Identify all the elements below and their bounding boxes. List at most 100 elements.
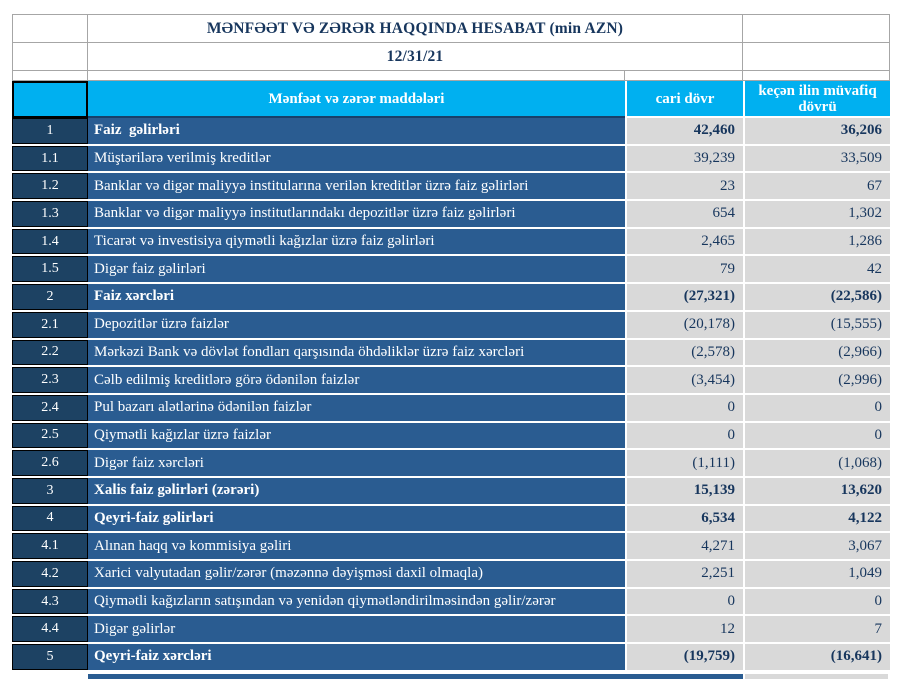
row-label-cell: Müştərilərə verilmiş kreditlər [88,145,625,172]
column-header-current-period: cari dövr [625,81,743,118]
row-number-cell: 1.5 [12,256,88,283]
row-number-cell: 4.2 [12,561,88,587]
row-number-cell: 4.4 [12,616,88,643]
table-row: 4.2 Xarici valyutadan gəlir/zərər (məzən… [12,561,890,589]
row-label-cell: Digər gəlirlər [88,616,625,643]
row-number-cell: 1.1 [12,145,88,172]
row-previous-value-cell: 1,049 [743,561,890,587]
row-previous-value-cell: 33,509 [743,145,890,172]
row-label-cell: Qeyri-faiz xərcləri [88,644,625,670]
title-row: MƏNFƏƏT VƏ ZƏRƏR HAQQINDA HESABAT (min A… [12,14,890,43]
table-row: 4 Qeyri-faiz gəlirləri 6,534 4,122 [12,505,890,534]
report-date: 12/31/21 [386,47,444,65]
partial-next-row [12,672,890,679]
row-previous-value-cell: 7 [743,616,890,643]
row-previous-value-cell: 0 [743,588,890,615]
row-label-cell: Digər faiz xərcləri [88,450,625,476]
row-current-value-cell: (19,759) [625,644,743,670]
row-previous-value-cell: (22,586) [743,284,890,310]
row-previous-value-cell: 1,286 [743,228,890,255]
row-previous-value-cell: 3,067 [743,533,890,559]
empty-cell [88,71,625,81]
row-current-value-cell: 42,460 [625,118,743,144]
row-label-cell: Qeyri-faiz gəlirləri [88,505,625,532]
row-number-cell: 2 [12,284,88,310]
column-header-items: Mənfəət və zərər maddələri [88,81,625,118]
column-header-number [12,81,88,118]
row-label-cell: Pul bazarı alətlərinə ödənilən faizlər [88,394,625,421]
row-previous-value-cell: 0 [743,394,890,421]
row-current-value-cell: 15,139 [625,477,743,504]
row-current-value-cell: 79 [625,256,743,283]
empty-cell [743,43,890,71]
row-number-cell: 2.6 [12,450,88,476]
table-row: 2.6 Digər faiz xərcləri (1,111) (1,068) [12,450,890,478]
row-current-value-cell: (27,321) [625,284,743,310]
row-number-cell: 1.2 [12,173,88,200]
table-row: 2 Faiz xərcləri (27,321) (22,586) [12,284,890,312]
partial-row-value-cell [743,673,888,679]
table-row: 1.2 Banklar və digər maliyyə instituları… [12,173,890,202]
table-row: 4.3 Qiymətli kağızların satışından və ye… [12,588,890,617]
row-previous-value-cell: 4,122 [743,505,890,532]
row-number-cell: 2.1 [12,311,88,338]
row-number-cell: 5 [12,644,88,670]
row-number-cell: 2.3 [12,367,88,393]
table-row: 2.3 Cəlb edilmiş kreditlərə görə ödənilə… [12,367,890,395]
column-header-previous-period: keçən ilin müvafiq dövrü [743,81,890,118]
row-label-cell: Banklar və digər maliyyə institutlarında… [88,201,625,227]
row-previous-value-cell: (15,555) [743,311,890,338]
row-current-value-cell: 23 [625,173,743,200]
empty-cell [743,14,890,43]
partial-row-label-cell [88,673,743,679]
row-current-value-cell: 39,239 [625,145,743,172]
row-number-cell: 1 [12,118,88,144]
row-current-value-cell: 12 [625,616,743,643]
row-label-cell: Mərkəzi Bank və dövlət fondları qarşısın… [88,339,625,366]
row-current-value-cell: (1,111) [625,450,743,476]
row-number-cell: 2.2 [12,339,88,366]
table-row: 2.1 Depozitlər üzrə faizlər (20,178) (15… [12,311,890,340]
row-number-cell: 4 [12,505,88,532]
row-previous-value-cell: 13,620 [743,477,890,504]
row-number-cell: 1.3 [12,201,88,227]
table-row: 1.1 Müştərilərə verilmiş kreditlər 39,23… [12,145,890,174]
row-number-cell: 3 [12,477,88,504]
table-row: 5 Qeyri-faiz xərcləri (19,759) (16,641) [12,644,890,672]
row-label-cell: Depozitlər üzrə faizlər [88,311,625,338]
table-row: 2.5 Qiymətli kağızlar üzrə faizlər 0 0 [12,422,890,451]
report-title: MƏNFƏƏT VƏ ZƏRƏR HAQQINDA HESABAT (min A… [206,19,624,37]
row-previous-value-cell: (2,996) [743,367,890,393]
row-current-value-cell: 6,534 [625,505,743,532]
row-current-value-cell: 2,465 [625,228,743,255]
table-row: 1.3 Banklar və digər maliyyə institutlar… [12,201,890,229]
date-row: 12/31/21 [12,43,890,71]
row-number-cell: 4.3 [12,588,88,615]
row-label-cell: Faiz xərcləri [88,284,625,310]
row-previous-value-cell: 0 [743,422,890,449]
row-current-value-cell: 4,271 [625,533,743,559]
row-previous-value-cell: 36,206 [743,118,890,144]
row-previous-value-cell: (1,068) [743,450,890,476]
report-date-cell: 12/31/21 [88,43,743,71]
row-previous-value-cell: 1,302 [743,201,890,227]
row-number-cell: 2.5 [12,422,88,449]
row-label-cell: Qiymətli kağızların satışından və yenidə… [88,588,625,615]
row-label-cell: Cəlb edilmiş kreditlərə görə ödənilən fa… [88,367,625,393]
report-title-cell: MƏNFƏƏT VƏ ZƏRƏR HAQQINDA HESABAT (min A… [88,14,743,43]
table-row: 4.1 Alınan haqq və kommisiya gəliri 4,27… [12,533,890,561]
row-current-value-cell: (3,454) [625,367,743,393]
row-label-cell: Xalis faiz gəlirləri (zərəri) [88,477,625,504]
row-number-cell: 1.4 [12,228,88,255]
row-previous-value-cell: 42 [743,256,890,283]
row-previous-value-cell: (16,641) [743,644,890,670]
table-row: 1.5 Digər faiz gəlirləri 79 42 [12,256,890,285]
row-current-value-cell: 0 [625,588,743,615]
row-label-cell: Alınan haqq və kommisiya gəliri [88,533,625,559]
table-row: 1.4 Ticarət və investisiya qiymətli kağı… [12,228,890,257]
empty-cell [12,71,88,81]
row-current-value-cell: 2,251 [625,561,743,587]
row-label-cell: Ticarət və investisiya qiymətli kağızlar… [88,228,625,255]
empty-cell [12,14,88,43]
